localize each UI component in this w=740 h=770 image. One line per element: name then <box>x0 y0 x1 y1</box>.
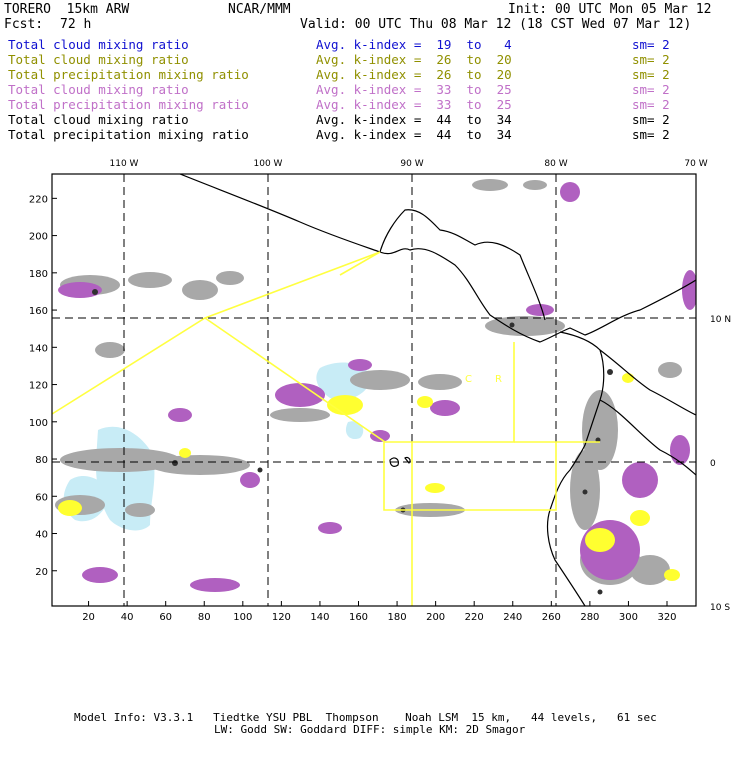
lon-label: 80 W <box>544 159 567 169</box>
footer-model-info: Model Info: V3.3.1 Tiedtke YSU PBL Thomp… <box>74 711 657 724</box>
legend-sm: sm= 2 <box>632 112 670 127</box>
y-tick-label: 20 <box>35 567 48 578</box>
x-tick-label: 320 <box>657 612 676 623</box>
coastlines <box>179 174 696 606</box>
legend-sm: sm= 2 <box>632 127 670 142</box>
x-tick-label: 200 <box>426 612 445 623</box>
forecast-label: Fcst: <box>4 17 44 32</box>
model-title: TORERO 15km ARW <box>4 2 130 17</box>
legend-sm: sm= 2 <box>632 52 670 67</box>
y-tick-label: 180 <box>29 269 48 280</box>
y-tick-label: 80 <box>35 455 48 466</box>
lat-label: 10 N <box>710 315 731 325</box>
x-tick-label: 220 <box>465 612 484 623</box>
x-tick-label: 40 <box>121 612 134 623</box>
legend-name: Total cloud mixing ratio <box>8 82 189 97</box>
legend-name: Total precipitation mixing ratio <box>8 127 249 142</box>
cloud-dark-cores <box>92 289 613 595</box>
legend-index: Avg. k-index = 26 to 20 <box>316 67 512 82</box>
y-tick-label: 220 <box>29 194 48 205</box>
map-panel: C R 220 200 180 160 140 120 100 80 60 40 20 20 40 60 8… <box>29 159 731 623</box>
x-tick-label: 60 <box>159 612 172 623</box>
y-tick-label: 120 <box>29 381 48 392</box>
x-tick-label: 160 <box>349 612 368 623</box>
y-tick-label: 200 <box>29 232 48 243</box>
legend-sm: sm= 2 <box>632 67 670 82</box>
org-label: NCAR/MMM <box>228 2 291 17</box>
x-tick-label: 120 <box>272 612 291 623</box>
legend-sm: sm= 2 <box>632 37 670 52</box>
y-tick-label: 100 <box>29 418 48 429</box>
x-tick-label: 20 <box>82 612 95 623</box>
legend-index: Avg. k-index = 44 to 34 <box>316 127 512 142</box>
legend-index: Avg. k-index = 44 to 34 <box>316 112 512 127</box>
x-tick-label: 140 <box>310 612 329 623</box>
x-tick-label: 100 <box>233 612 252 623</box>
legend-sm: sm= 2 <box>632 97 670 112</box>
x-tick-label: 180 <box>388 612 407 623</box>
y-tick-label: 160 <box>29 306 48 317</box>
x-tick-label: 240 <box>503 612 522 623</box>
legend-index: Avg. k-index = 26 to 20 <box>316 52 512 67</box>
legend-index: Avg. k-index = 19 to 4 <box>316 37 512 52</box>
field-layer <box>55 179 696 595</box>
y-tick-label: 60 <box>35 492 48 503</box>
legend-name: Total precipitation mixing ratio <box>8 67 249 82</box>
lon-label: 70 W <box>684 159 707 169</box>
precip-yellow <box>58 373 680 581</box>
legend-name: Total cloud mixing ratio <box>8 37 189 52</box>
region-label-c: C <box>465 374 472 385</box>
lon-label: 110 W <box>110 159 139 169</box>
region-label-r: R <box>495 374 502 385</box>
legend-name: Total cloud mixing ratio <box>8 112 189 127</box>
plot-frame <box>51 173 697 607</box>
x-tick-label: 300 <box>619 612 638 623</box>
x-tick-label: 260 <box>542 612 561 623</box>
legend-name: Total precipitation mixing ratio <box>8 97 249 112</box>
legend-index: Avg. k-index = 33 to 25 <box>316 82 512 97</box>
init-time: Init: 00 UTC Mon 05 Mar 12 <box>508 2 712 17</box>
valid-time: Valid: 00 UTC Thu 08 Mar 12 (18 CST Wed … <box>300 17 692 32</box>
legend-index: Avg. k-index = 33 to 25 <box>316 97 512 112</box>
lon-label: 100 W <box>254 159 283 169</box>
footer-physics-info: LW: Godd SW: Goddard DIFF: simple KM: 2D… <box>214 723 526 736</box>
lat-lon-grid <box>52 174 696 606</box>
y-tick-label: 40 <box>35 530 48 541</box>
axes: 220 200 180 160 140 120 100 80 60 40 20 20 40 60 80 100… <box>29 159 731 623</box>
x-tick-label: 80 <box>198 612 211 623</box>
forecast-hour: 72 h <box>60 17 92 32</box>
lon-label: 90 W <box>400 159 423 169</box>
legend-sm: sm= 2 <box>632 82 670 97</box>
lat-label: 0 <box>710 459 716 469</box>
legend-name: Total cloud mixing ratio <box>8 52 189 67</box>
x-tick-label: 280 <box>580 612 599 623</box>
lat-label: 10 S <box>710 603 730 613</box>
y-tick-label: 140 <box>29 343 48 354</box>
region-boundaries <box>51 251 600 606</box>
